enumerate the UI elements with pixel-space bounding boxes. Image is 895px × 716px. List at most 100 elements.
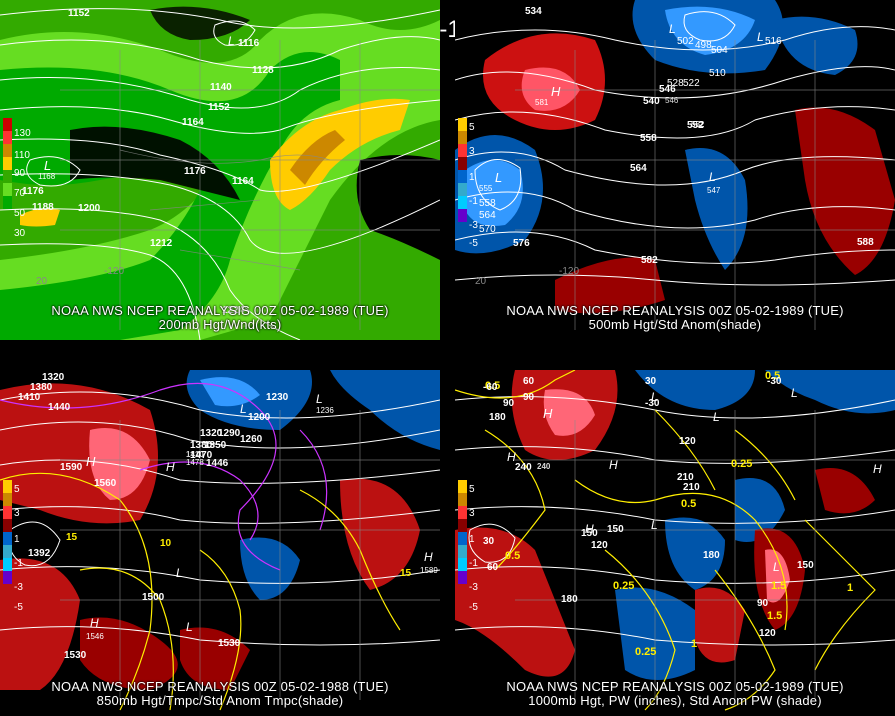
contour-label: 1546 xyxy=(86,632,104,641)
scale-label: 1 xyxy=(469,172,475,183)
pw-label: 0.5 xyxy=(505,550,521,562)
pw-label: 1.5 xyxy=(767,610,783,622)
low-pressure-marker: L xyxy=(757,30,764,44)
contour-label: -60 xyxy=(483,382,498,393)
high-pressure-marker: H xyxy=(424,550,433,564)
calm-region-central xyxy=(70,126,240,200)
contour-label: 1410 xyxy=(18,392,41,403)
contour-label: 90 xyxy=(523,392,535,403)
contour-label: 240 xyxy=(537,462,551,471)
low-pressure-marker: L xyxy=(495,170,503,185)
scale-label: 1 xyxy=(14,534,20,545)
contour-label: 1590 xyxy=(60,462,83,473)
contour-label: 150 xyxy=(797,560,814,571)
contour-label: 1176 xyxy=(22,186,44,197)
pw-label: 1.5 xyxy=(771,580,787,592)
scale-label: 1 xyxy=(469,534,475,545)
contour-label: 1589 xyxy=(420,566,438,575)
contour-label: 504 xyxy=(711,45,728,56)
anomaly-negative-central xyxy=(685,148,748,270)
contour-label: 210 xyxy=(677,472,694,483)
contour-label: 1410 xyxy=(186,450,204,459)
contour-label: 1440 xyxy=(48,402,71,413)
contour-label: 1380 xyxy=(190,440,213,451)
map-200mb xyxy=(0,0,440,340)
contour-label: 1380 xyxy=(30,382,53,393)
pw-label: 0.5 xyxy=(765,370,781,382)
low-pressure-marker: L xyxy=(186,620,193,634)
contour-label: 558 xyxy=(640,133,657,144)
scale-label: -5 xyxy=(14,602,23,613)
scale-label: 130 xyxy=(14,128,31,139)
contour-label: 547 xyxy=(707,186,721,195)
pw-label: 1 xyxy=(847,582,854,594)
scale-label: 70 xyxy=(14,188,26,199)
low-pressure-marker: L xyxy=(316,392,323,406)
contour-label: 564 xyxy=(630,163,647,174)
contour-label: 1188 xyxy=(32,202,54,213)
high-pressure-marker: H xyxy=(551,84,561,99)
contour-label: 1392 xyxy=(28,548,51,559)
contour-label: 1350 xyxy=(204,440,227,451)
contour-label: 120 xyxy=(679,436,696,447)
contour-label: 576 xyxy=(513,238,530,249)
scale-label: -3 xyxy=(469,220,478,231)
panel-caption-line2: 850mb Hgt/Tmpc/Std Anom Tmpc(shade) xyxy=(96,693,344,708)
low-pressure-marker: L xyxy=(773,560,780,574)
low-pressure-marker: L xyxy=(709,170,716,184)
low-pressure-marker: L xyxy=(228,34,235,48)
scale-label: 3 xyxy=(469,508,475,519)
contour-label: 516 xyxy=(765,36,782,47)
pw-label: 1 xyxy=(691,638,698,650)
contour-label: 1446 xyxy=(206,458,229,469)
contour-label: 150 xyxy=(607,524,624,535)
panel-caption-line2: 1000mb Hgt, PW (inches), Std Anom PW (sh… xyxy=(528,693,822,708)
jet-core-orange xyxy=(290,130,345,185)
panel-caption-line2: 500mb Hgt/Std Anom(shade) xyxy=(588,317,762,332)
low-pressure-marker: L xyxy=(176,566,183,580)
contour-label: 30 xyxy=(483,536,495,547)
contour-label: 581 xyxy=(535,98,549,107)
scale-label: 3 xyxy=(14,508,20,519)
scale-bar-500mb xyxy=(458,118,467,222)
scale-label: -3 xyxy=(14,582,23,593)
contour-label: 555 xyxy=(479,184,493,193)
contour-label: 1164 xyxy=(232,176,254,187)
pw-label: 0.25 xyxy=(635,646,657,658)
panel-850mb: 5 3 1 -1 -3 -5 1320 1380 1410 1440 1590 … xyxy=(0,370,440,716)
contour-label: 30 xyxy=(645,376,657,387)
contour-label: 570 xyxy=(479,224,496,235)
contour-label: 180 xyxy=(561,594,578,605)
contour-label: -30 xyxy=(645,398,660,409)
anomaly-positive-southwest xyxy=(0,558,80,690)
contour-label: 120 xyxy=(759,628,776,639)
contour-label: 502 xyxy=(677,36,694,47)
anomaly-positive-southwest xyxy=(455,527,575,677)
contour-label: 1140 xyxy=(210,82,232,93)
scale-label: 5 xyxy=(469,122,475,133)
high-pressure-marker: H xyxy=(543,406,553,421)
temp-label: 15 xyxy=(66,532,78,543)
contour-label: 582 xyxy=(641,255,658,266)
contour-label: 510 xyxy=(709,68,726,79)
contour-label: 1530 xyxy=(64,650,87,661)
panel-500mb: 5 3 1 -1 -3 -5 534 540 546 552 558 564 5… xyxy=(455,0,895,340)
scale-bar-850mb xyxy=(3,480,12,584)
map-1000mb xyxy=(455,370,895,711)
panel-caption-line1: NOAA NWS NCEP REANALYSIS 00Z 05-02-1989 … xyxy=(506,679,844,694)
contour-label: 90 xyxy=(503,398,515,409)
low-pressure-marker: L xyxy=(651,390,658,404)
panel-caption-line2: 200mb Hgt/Wnd(kts) xyxy=(158,317,282,332)
contour-label: 534 xyxy=(525,6,542,17)
panel-caption-line1: NOAA NWS NCEP REANALYSIS 00Z 05-02-1989 … xyxy=(51,303,389,318)
contour-label: 522 xyxy=(683,78,700,89)
contour-label: 1176 xyxy=(184,166,206,177)
contour-label: 1168 xyxy=(38,172,56,181)
high-pressure-marker: H xyxy=(86,454,96,469)
contour-label: 1320 xyxy=(42,372,65,383)
contour-label: 1128 xyxy=(252,65,274,76)
scale-label: 5 xyxy=(469,484,475,495)
contour-label: 1320 xyxy=(200,428,223,439)
scale-label: 90 xyxy=(14,168,26,179)
high-pressure-marker: H xyxy=(507,450,516,464)
